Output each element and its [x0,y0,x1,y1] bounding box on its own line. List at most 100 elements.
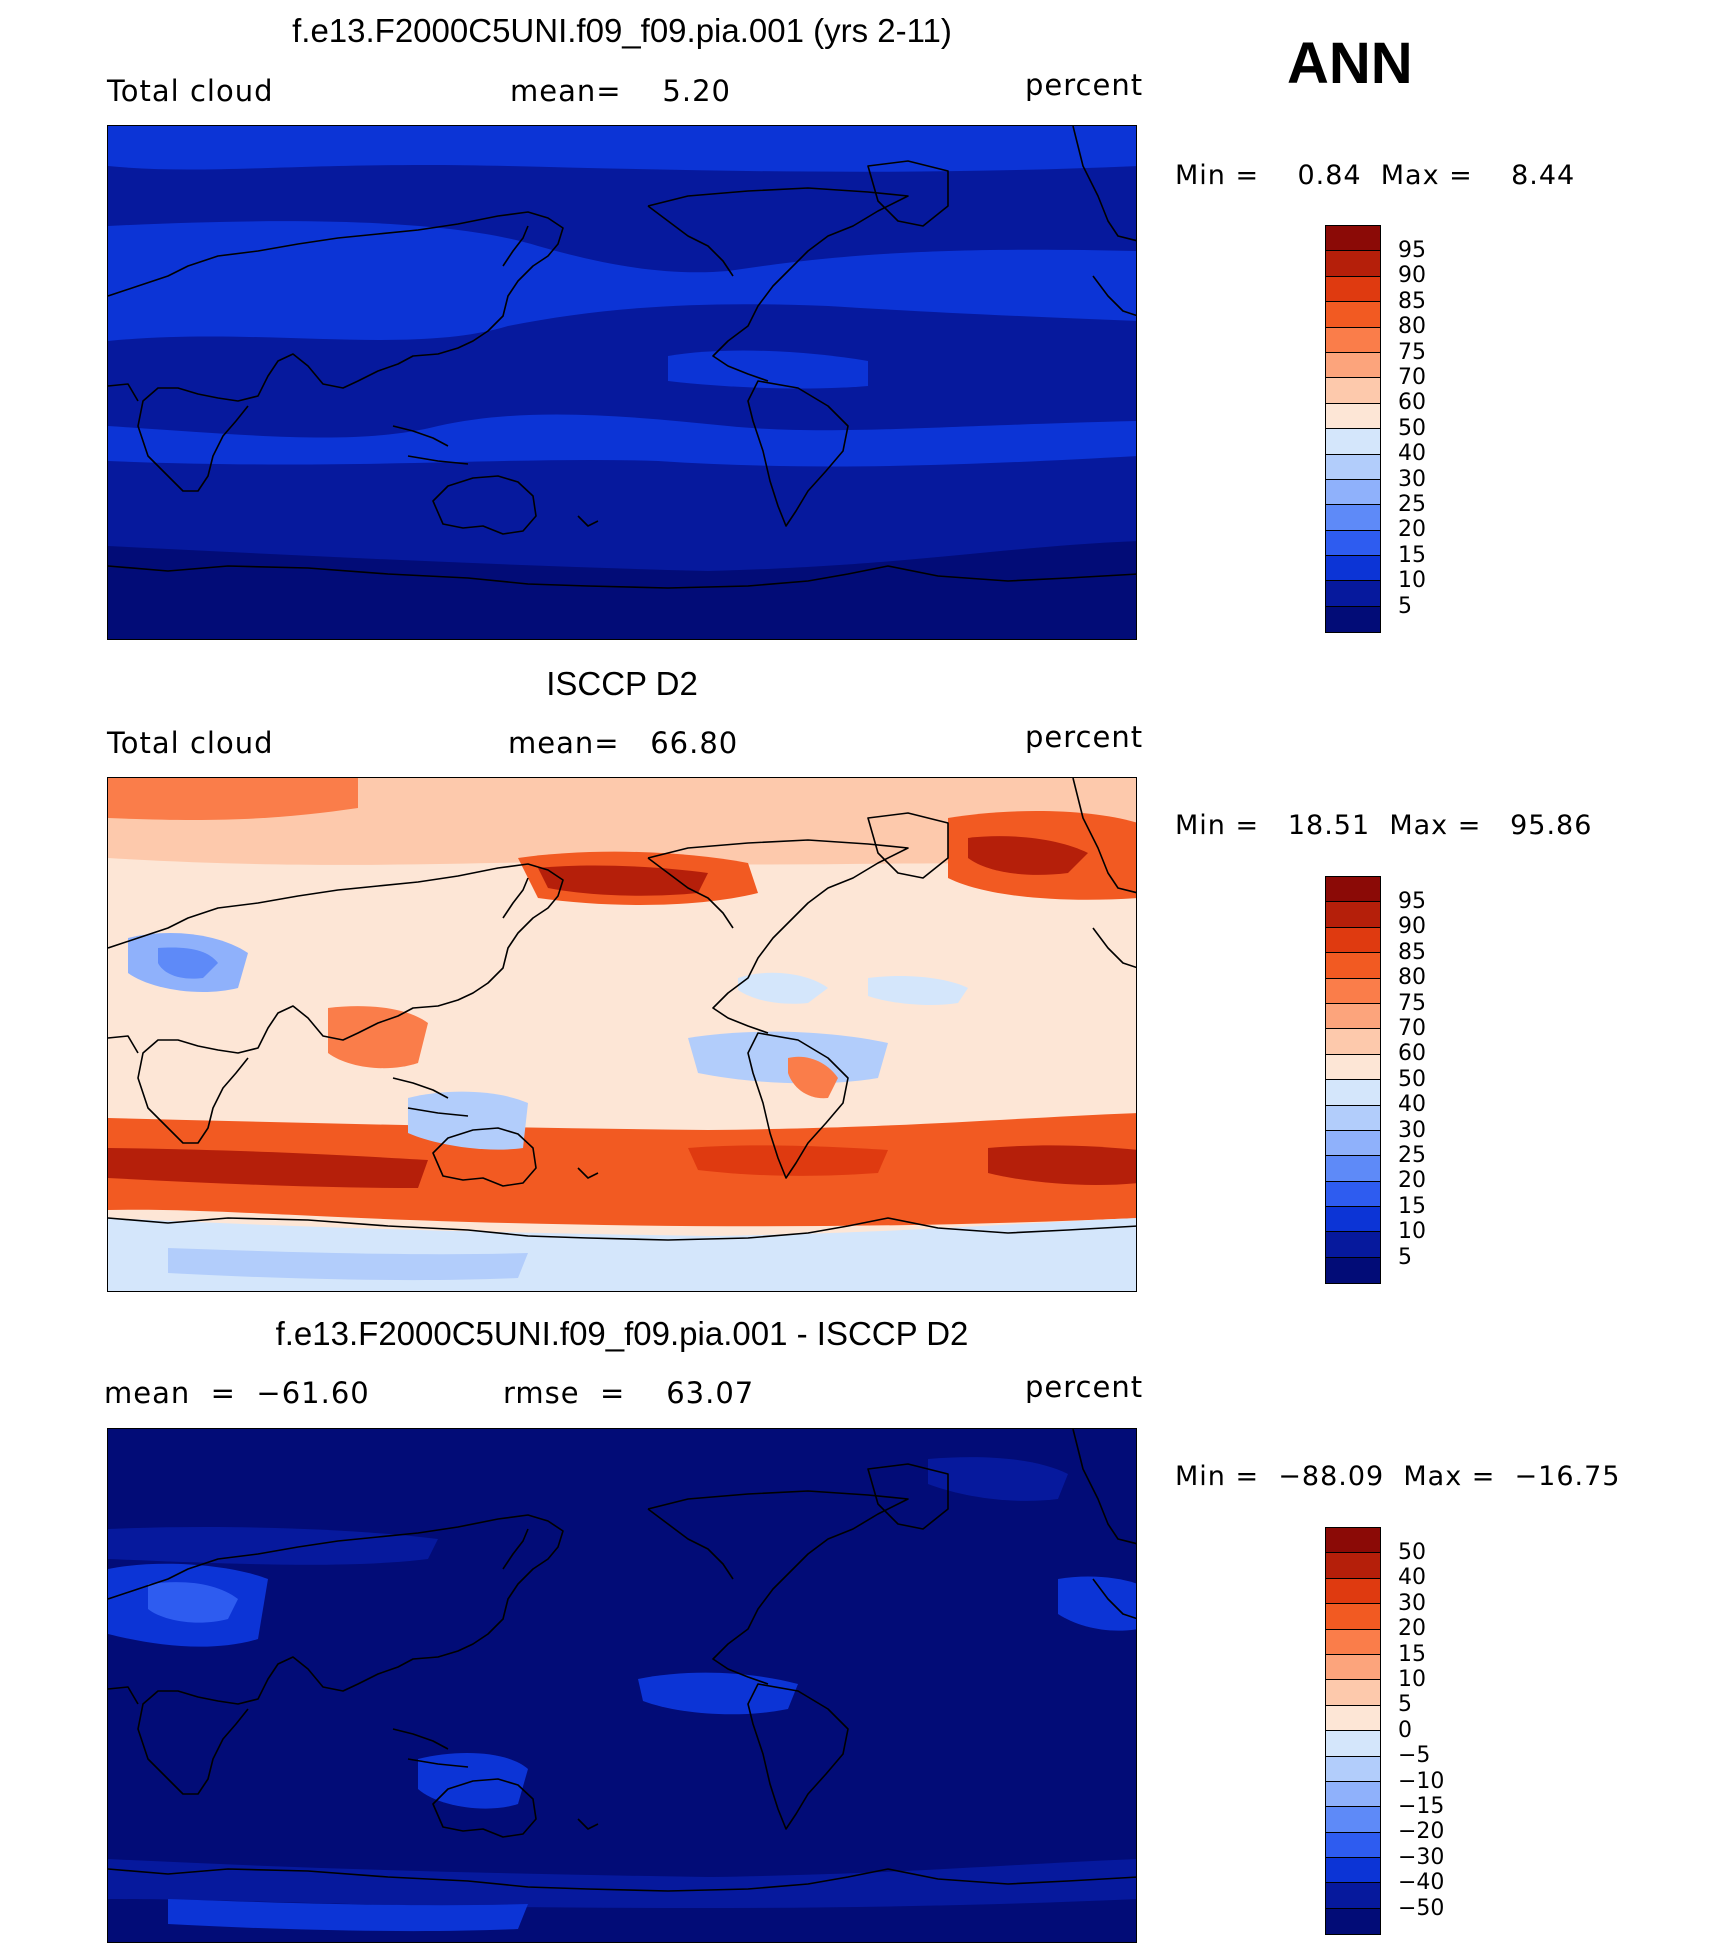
colorbar-swatch [1326,978,1380,1004]
contour-map [108,778,1136,1291]
colorbar-swatch [1326,352,1380,379]
contour-region [638,1672,798,1715]
coastline [108,863,564,1144]
colorbar-tick-label: −20 [1398,1819,1445,1845]
contour-region [538,865,708,896]
panel-2-map [107,777,1137,1292]
colorbar-tick-label: 40 [1398,1565,1426,1591]
colorbar-tick-label: −5 [1398,1743,1431,1769]
colorbar-tick-label: 85 [1398,288,1426,314]
colorbar-swatch [1326,1883,1380,1909]
colorbar-tick-label: 30 [1398,466,1426,492]
coastline [108,1217,1136,1241]
colorbar-tick-label: 15 [1398,1193,1426,1219]
panel-1-units-label: percent [1025,68,1144,102]
colorbar-tick-label: 15 [1398,542,1426,568]
colorbar-swatch [1326,1054,1380,1081]
coastline [577,515,599,527]
coastline [747,380,849,527]
coastline [1092,1578,1136,1620]
coastline [647,857,734,929]
coastline [432,475,537,535]
coastline [502,225,529,267]
coastline [647,839,909,1034]
colorbar-swatch [1326,1756,1380,1782]
colorbar-swatch [1326,251,1380,277]
colorbar-tick-label: −50 [1398,1895,1445,1921]
contour-region [108,221,1136,341]
coastline [108,383,139,402]
panel-1-map [107,125,1137,640]
colorbar-swatch [1326,1528,1380,1554]
contour-map [108,126,1136,639]
colorbar-tick-label: −15 [1398,1794,1445,1820]
colorbar-tick-label: 50 [1398,1066,1426,1092]
colorbar-swatch [1326,1858,1380,1884]
panel-1-colorbar [1325,225,1381,634]
colorbar-swatch [1326,1029,1380,1055]
panel-2-mean-label: mean= 66.80 [508,726,739,760]
coastline [108,1686,139,1705]
panel-1-colorbar-labels: 95 90 85 80 75 70 60 50 40 30 25 20 15 10 5 [1398,238,1426,619]
coastline [432,1778,537,1838]
panel-2-colorbar [1325,876,1381,1285]
colorbar-tick-label: 70 [1398,1016,1426,1042]
colorbar-swatch [1326,927,1380,954]
contour-region [688,1031,888,1084]
contour-region [688,1145,888,1176]
colorbar-tick-label: 40 [1398,441,1426,467]
contour-region [968,836,1088,875]
panel-2-units-label: percent [1025,720,1144,754]
colorbar-tick-label: 10 [1398,1667,1426,1693]
contour-region [108,1113,1136,1227]
colorbar-swatch [1326,302,1380,328]
coastline [577,1167,599,1179]
coastline [647,1508,734,1580]
contour-region [868,976,968,1006]
colorbar-tick-label: 70 [1398,365,1426,391]
panel-3-colorbar [1325,1527,1381,1936]
colorbar-swatch [1326,1680,1380,1706]
colorbar-tick-label: 0 [1398,1717,1412,1743]
colorbar-swatch [1326,1604,1380,1630]
contour-region [108,1859,1136,1909]
contour-region [738,972,828,1004]
colorbar-swatch [1326,276,1380,303]
coastline [1072,778,1136,894]
colorbar-swatch [1326,530,1380,557]
contour-map [108,1429,1136,1942]
colorbar-swatch [1326,556,1380,582]
colorbar-swatch [1326,429,1380,455]
colorbar-swatch [1326,1807,1380,1833]
colorbar-tick-label: 10 [1398,1219,1426,1245]
contour-region [108,414,1136,467]
coastline [502,877,529,919]
colorbar-swatch [1326,403,1380,430]
contour-region [108,1527,438,1565]
colorbar-tick-label: 40 [1398,1092,1426,1118]
contour-region [928,1457,1068,1501]
colorbar-tick-label: 20 [1398,517,1426,543]
colorbar-tick-label: −10 [1398,1768,1445,1794]
colorbar-swatch [1326,1105,1380,1131]
colorbar-swatch [1326,1207,1380,1233]
season-label: ANN [1287,31,1413,96]
panel-3-rmse-label: rmse = 63.07 [503,1376,755,1410]
colorbar-tick-label: 25 [1398,492,1426,518]
panel-3-colorbar-labels: 50 40 30 20 15 10 5 0 −5 −10 −15 −20 −30 −40 −50 [1398,1540,1444,1921]
colorbar-swatch [1326,1130,1380,1157]
colorbar-swatch [1326,1832,1380,1859]
contour-region [168,1899,528,1932]
coastline [747,1032,849,1179]
contour-region [788,1056,838,1099]
coastline [867,1463,949,1530]
coastline [392,1077,449,1099]
panel-2-variable-label: Total cloud [107,726,274,760]
contour-region [158,947,218,979]
coastline [108,211,564,492]
colorbar-tick-label: 60 [1398,390,1426,416]
panel-3-title: f.e13.F2000C5UNI.f09_f09.pia.001 - ISCCP… [275,1315,969,1352]
colorbar-swatch [1326,1578,1380,1605]
colorbar-swatch [1326,327,1380,353]
panel-2-colorbar-labels: 95 90 85 80 75 70 60 50 40 30 25 20 15 10 5 [1398,889,1426,1270]
